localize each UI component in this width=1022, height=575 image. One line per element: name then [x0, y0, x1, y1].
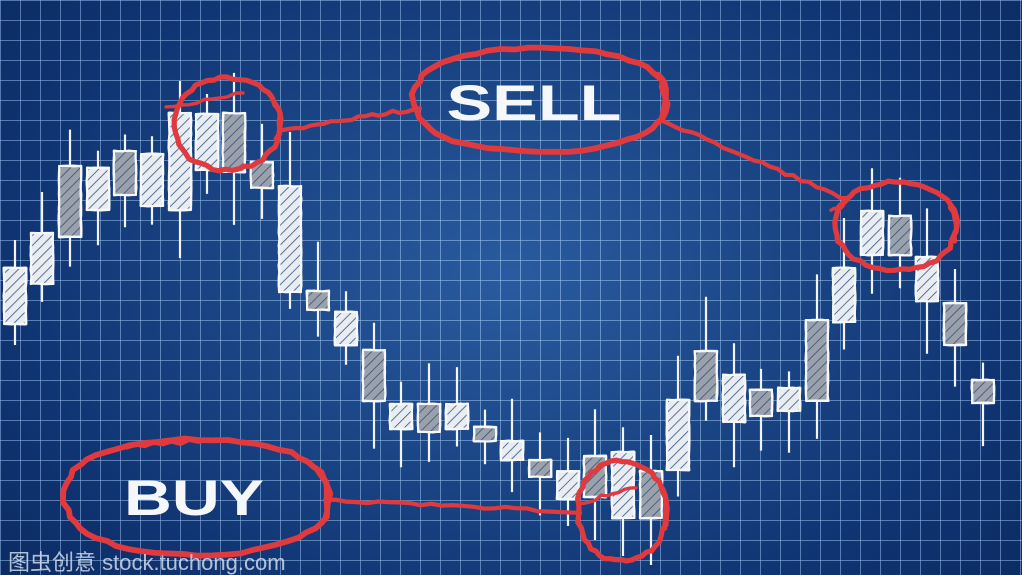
svg-text:SELL: SELL [447, 75, 622, 131]
svg-text:图虫创意 stock.tuchong.com: 图虫创意 stock.tuchong.com [8, 550, 286, 575]
svg-text:BUY: BUY [124, 470, 264, 526]
